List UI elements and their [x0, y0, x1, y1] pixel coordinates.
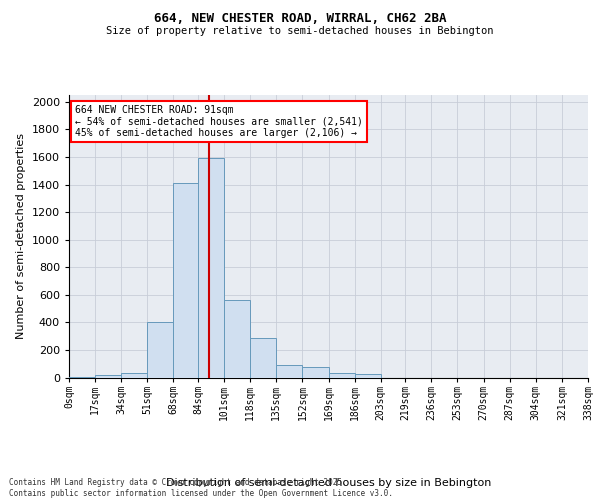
X-axis label: Distribution of semi-detached houses by size in Bebington: Distribution of semi-detached houses by … [166, 478, 491, 488]
Bar [276, 365, 302, 378]
Text: Size of property relative to semi-detached houses in Bebington: Size of property relative to semi-detach… [106, 26, 494, 36]
Bar [173, 183, 200, 378]
Bar [148, 322, 173, 378]
Text: 664 NEW CHESTER ROAD: 91sqm
← 54% of semi-detached houses are smaller (2,541)
45: 664 NEW CHESTER ROAD: 91sqm ← 54% of sem… [75, 104, 363, 138]
Bar [355, 374, 381, 378]
Text: 664, NEW CHESTER ROAD, WIRRAL, CH62 2BA: 664, NEW CHESTER ROAD, WIRRAL, CH62 2BA [154, 12, 446, 26]
Bar [95, 374, 121, 378]
Bar [224, 300, 250, 378]
Bar [250, 338, 276, 378]
Bar [329, 372, 355, 378]
Y-axis label: Number of semi-detached properties: Number of semi-detached properties [16, 133, 26, 339]
Bar [121, 374, 148, 378]
Bar [198, 158, 224, 378]
Bar [302, 367, 329, 378]
Text: Contains HM Land Registry data © Crown copyright and database right 2025.
Contai: Contains HM Land Registry data © Crown c… [9, 478, 393, 498]
